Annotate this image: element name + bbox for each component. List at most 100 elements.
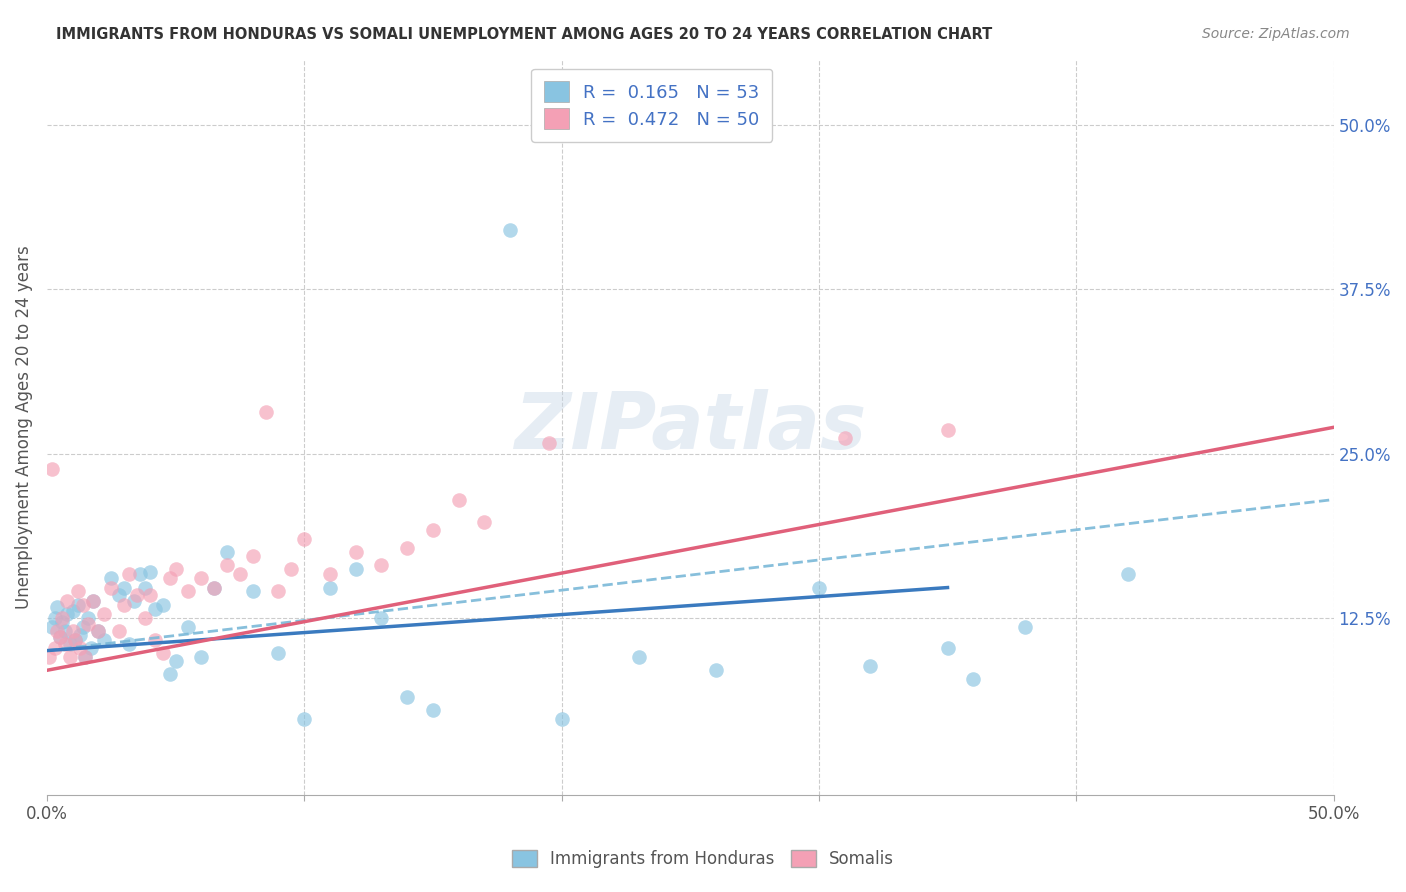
Point: [108, 624, 131, 638]
Point: [292, 712, 315, 726]
Point: [190, 650, 212, 665]
Point: [177, 620, 200, 634]
Point: [159, 571, 181, 585]
Point: [93, 607, 115, 621]
Point: [53, 637, 76, 651]
Point: [267, 584, 290, 599]
Point: [447, 492, 470, 507]
Point: [152, 598, 174, 612]
Point: [112, 581, 135, 595]
Point: [242, 549, 264, 563]
Point: [77, 617, 100, 632]
Point: [834, 431, 856, 445]
Point: [77, 611, 100, 625]
Point: [112, 598, 135, 612]
Point: [69, 628, 91, 642]
Legend: Immigrants from Honduras, Somalis: Immigrants from Honduras, Somalis: [505, 843, 901, 875]
Point: [292, 532, 315, 546]
Point: [75, 650, 97, 665]
Point: [1116, 567, 1139, 582]
Point: [49, 631, 72, 645]
Point: [396, 541, 419, 556]
Point: [100, 581, 122, 595]
Point: [370, 558, 392, 573]
Point: [190, 571, 212, 585]
Point: [72, 598, 94, 612]
Point: [59, 650, 82, 665]
Point: [143, 633, 166, 648]
Point: [344, 545, 367, 559]
Point: [472, 515, 495, 529]
Point: [344, 562, 367, 576]
Point: [66, 598, 89, 612]
Point: [152, 646, 174, 660]
Point: [254, 404, 277, 418]
Point: [118, 567, 141, 582]
Point: [550, 712, 572, 726]
Point: [44, 611, 66, 625]
Point: [499, 223, 522, 237]
Text: IMMIGRANTS FROM HONDURAS VS SOMALI UNEMPLOYMENT AMONG AGES 20 TO 24 YEARS CORREL: IMMIGRANTS FROM HONDURAS VS SOMALI UNEMP…: [56, 27, 993, 42]
Point: [537, 436, 560, 450]
Point: [165, 654, 187, 668]
Point: [159, 667, 181, 681]
Text: Source: ZipAtlas.com: Source: ZipAtlas.com: [1202, 27, 1350, 41]
Point: [69, 640, 91, 655]
Point: [49, 631, 72, 645]
Point: [422, 523, 444, 537]
Point: [704, 663, 727, 677]
Text: ZIPatlas: ZIPatlas: [515, 389, 866, 466]
Point: [38, 650, 60, 665]
Point: [139, 589, 162, 603]
Point: [280, 562, 302, 576]
Point: [75, 650, 97, 665]
Point: [87, 624, 110, 638]
Point: [87, 624, 110, 638]
Point: [422, 703, 444, 717]
Y-axis label: Unemployment Among Ages 20 to 24 years: Unemployment Among Ages 20 to 24 years: [15, 245, 32, 609]
Point: [134, 581, 156, 595]
Point: [125, 589, 148, 603]
Point: [319, 581, 342, 595]
Point: [79, 640, 101, 655]
Point: [143, 601, 166, 615]
Point: [66, 584, 89, 599]
Point: [124, 593, 146, 607]
Point: [807, 581, 830, 595]
Point: [859, 659, 882, 673]
Point: [53, 624, 76, 638]
Point: [56, 593, 79, 607]
Point: [215, 558, 238, 573]
Point: [936, 640, 959, 655]
Point: [46, 600, 69, 615]
Point: [108, 589, 131, 603]
Point: [165, 562, 187, 576]
Point: [51, 615, 73, 629]
Point: [319, 567, 342, 582]
Point: [82, 593, 104, 607]
Point: [202, 581, 225, 595]
Point: [242, 584, 264, 599]
Point: [82, 593, 104, 607]
Point: [41, 462, 63, 476]
Legend: R =  0.165   N = 53, R =  0.472   N = 50: R = 0.165 N = 53, R = 0.472 N = 50: [531, 69, 772, 142]
Point: [936, 423, 959, 437]
Point: [267, 646, 290, 660]
Point: [63, 633, 86, 648]
Point: [72, 620, 94, 634]
Point: [962, 673, 984, 687]
Point: [56, 607, 79, 621]
Point: [100, 571, 122, 585]
Point: [41, 620, 63, 634]
Point: [62, 604, 84, 618]
Point: [46, 624, 69, 638]
Point: [177, 584, 200, 599]
Point: [1014, 620, 1036, 634]
Point: [134, 611, 156, 625]
Point: [44, 640, 66, 655]
Point: [93, 633, 115, 648]
Point: [51, 611, 73, 625]
Point: [627, 650, 650, 665]
Point: [202, 581, 225, 595]
Point: [370, 611, 392, 625]
